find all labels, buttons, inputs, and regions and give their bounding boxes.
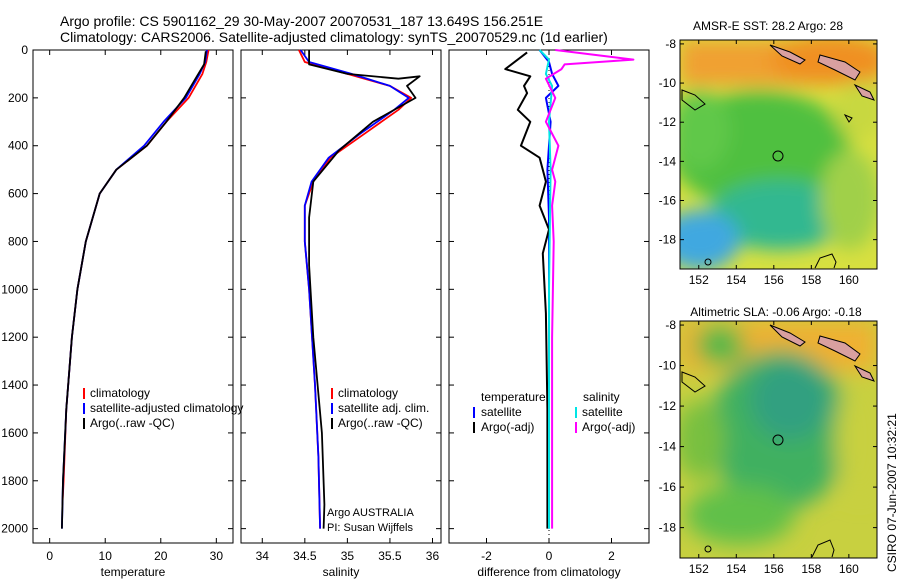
map-y-tick-label: -18 bbox=[659, 521, 677, 535]
sst-map-title: AMSR-E SST: 28.2 Argo: 28 bbox=[693, 19, 843, 33]
map-y-tick-label: -8 bbox=[665, 318, 676, 332]
annotation-line2: PI: Susan Wijffels bbox=[327, 522, 413, 534]
profile-panel-3: -2 0 2 difference from climatology temperatu… bbox=[448, 49, 650, 579]
y-tick-label: 400 bbox=[8, 139, 28, 153]
x-tick-label: 20 bbox=[154, 549, 168, 563]
sst-map-field bbox=[680, 40, 877, 269]
map-y-tick-label: -10 bbox=[659, 76, 677, 90]
x-tick-label: 0 bbox=[546, 549, 553, 563]
map-x-tick-label: 160 bbox=[839, 273, 859, 287]
series-line bbox=[298, 49, 413, 529]
x-tick-label: 36 bbox=[426, 549, 440, 563]
map-y-tick-label: -18 bbox=[659, 233, 677, 247]
timestamp-stamp: CSIRO 07-Jun-2007 10:32:21 bbox=[885, 413, 899, 572]
series-line bbox=[61, 49, 210, 505]
x-tick-label: 35 bbox=[341, 549, 355, 563]
y-tick-label: 600 bbox=[8, 187, 28, 201]
map-y-tick-label: -12 bbox=[659, 115, 677, 129]
axes-frame bbox=[240, 49, 442, 544]
legend-label: satellite bbox=[481, 405, 522, 419]
y-tick-label: 1000 bbox=[1, 282, 28, 296]
y-tick-label: 1800 bbox=[1, 474, 28, 488]
x-tick-label: 35.5 bbox=[378, 549, 402, 563]
map-y-tick-label: -8 bbox=[665, 37, 676, 51]
series-line bbox=[61, 51, 207, 529]
map-x-tick-label: 156 bbox=[764, 273, 784, 287]
map-x-tick-label: 158 bbox=[801, 273, 821, 287]
x-axis-label: temperature bbox=[101, 565, 166, 579]
profile-panel-2: 34 34.5 35 35.5 36 salinity climatologysatelli… bbox=[240, 49, 442, 579]
map-x-tick-label: 154 bbox=[726, 273, 746, 287]
x-tick-label: 0 bbox=[46, 549, 53, 563]
legend-label: satellite bbox=[582, 405, 623, 419]
x-axis-label: salinity bbox=[323, 565, 360, 579]
map-x-tick-label: 152 bbox=[689, 273, 709, 287]
x-tick-label: 2 bbox=[608, 549, 615, 563]
legend-label: climatology bbox=[338, 386, 398, 400]
y-tick-label: 1600 bbox=[1, 426, 28, 440]
sla-map-frame bbox=[679, 320, 878, 559]
sst-map: AMSR-E SST: 28.2 Argo: 28 152 154 156 158 16… bbox=[659, 19, 878, 287]
legend-label: Argo(-adj) bbox=[582, 420, 635, 434]
legend-label: Argo(-adj) bbox=[481, 420, 534, 434]
x-tick-label: 30 bbox=[210, 549, 224, 563]
sla-profile-marker bbox=[772, 434, 784, 446]
y-tick-label: 1400 bbox=[1, 378, 28, 392]
series-line bbox=[538, 49, 554, 529]
sla-map-field bbox=[680, 321, 877, 558]
x-axis-label: difference from climatology bbox=[477, 565, 620, 579]
map-x-tick-label: 160 bbox=[839, 562, 859, 576]
series-line bbox=[544, 49, 635, 529]
map-x-tick-label: 158 bbox=[801, 562, 821, 576]
legend-label: satellite adj. clim. bbox=[338, 401, 429, 415]
map-y-tick-label: -14 bbox=[659, 440, 677, 454]
map-x-tick-label: 156 bbox=[764, 562, 784, 576]
series-line bbox=[61, 49, 208, 529]
map-y-tick-label: -16 bbox=[659, 193, 677, 207]
sla-map-title: Altimetric SLA: -0.06 Argo: -0.18 bbox=[690, 305, 862, 319]
annotation-line1: Argo AUSTRALIA bbox=[327, 507, 414, 519]
y-tick-label: 0 bbox=[21, 43, 28, 57]
y-tick-label: 200 bbox=[8, 91, 28, 105]
legend-label: Argo(..raw -QC) bbox=[90, 416, 175, 430]
sst-map-axes: 152 154 156 158 160 -8 -10 -12 -14 -16 -18 bbox=[659, 37, 877, 287]
map-y-tick-label: -16 bbox=[659, 480, 677, 494]
series-line bbox=[299, 49, 410, 529]
legend-label: satellite-adjusted climatology bbox=[90, 401, 243, 415]
axes-frame bbox=[32, 49, 234, 544]
x-tick-label: 34.5 bbox=[293, 549, 317, 563]
sst-profile-marker bbox=[772, 150, 784, 162]
header-line2: Climatology: CARS2006. Satellite-adjuste… bbox=[60, 29, 608, 45]
y-tick-label: 1200 bbox=[1, 330, 28, 344]
sst-map-frame bbox=[679, 39, 878, 270]
header-line1: Argo profile: CS 5901162_29 30-May-2007 … bbox=[60, 13, 543, 29]
series-line bbox=[308, 50, 421, 529]
x-tick-label: 34 bbox=[256, 549, 270, 563]
legend-label: Argo(..raw -QC) bbox=[338, 416, 423, 430]
x-tick-label: 10 bbox=[99, 549, 113, 563]
x-tick-label: -2 bbox=[481, 549, 492, 563]
profile-panel-1: 0 10 20 30 0 200 400 600 800 1000 1200 1400 1600 1800… bbox=[1, 43, 243, 579]
y-tick-label: 800 bbox=[8, 234, 28, 248]
sla-map: Altimetric SLA: -0.06 Argo: -0.18 152 154… bbox=[659, 305, 878, 576]
sla-map-axes: 152 154 156 158 160 -8 -10 -12 -14 -16 -18 bbox=[659, 318, 877, 576]
profile-plots: 0 10 20 30020040060080010001200140016001800… bbox=[1, 43, 650, 579]
legend-heading: temperature bbox=[481, 390, 546, 404]
series-line bbox=[504, 51, 550, 529]
map-y-tick-label: -14 bbox=[659, 154, 677, 168]
map-x-tick-label: 152 bbox=[689, 562, 709, 576]
legend-label: climatology bbox=[90, 386, 150, 400]
y-tick-label: 2000 bbox=[1, 522, 28, 536]
map-x-tick-label: 154 bbox=[726, 562, 746, 576]
map-y-tick-label: -12 bbox=[659, 399, 677, 413]
map-y-tick-label: -10 bbox=[659, 359, 677, 373]
legend-heading: salinity bbox=[583, 390, 620, 404]
